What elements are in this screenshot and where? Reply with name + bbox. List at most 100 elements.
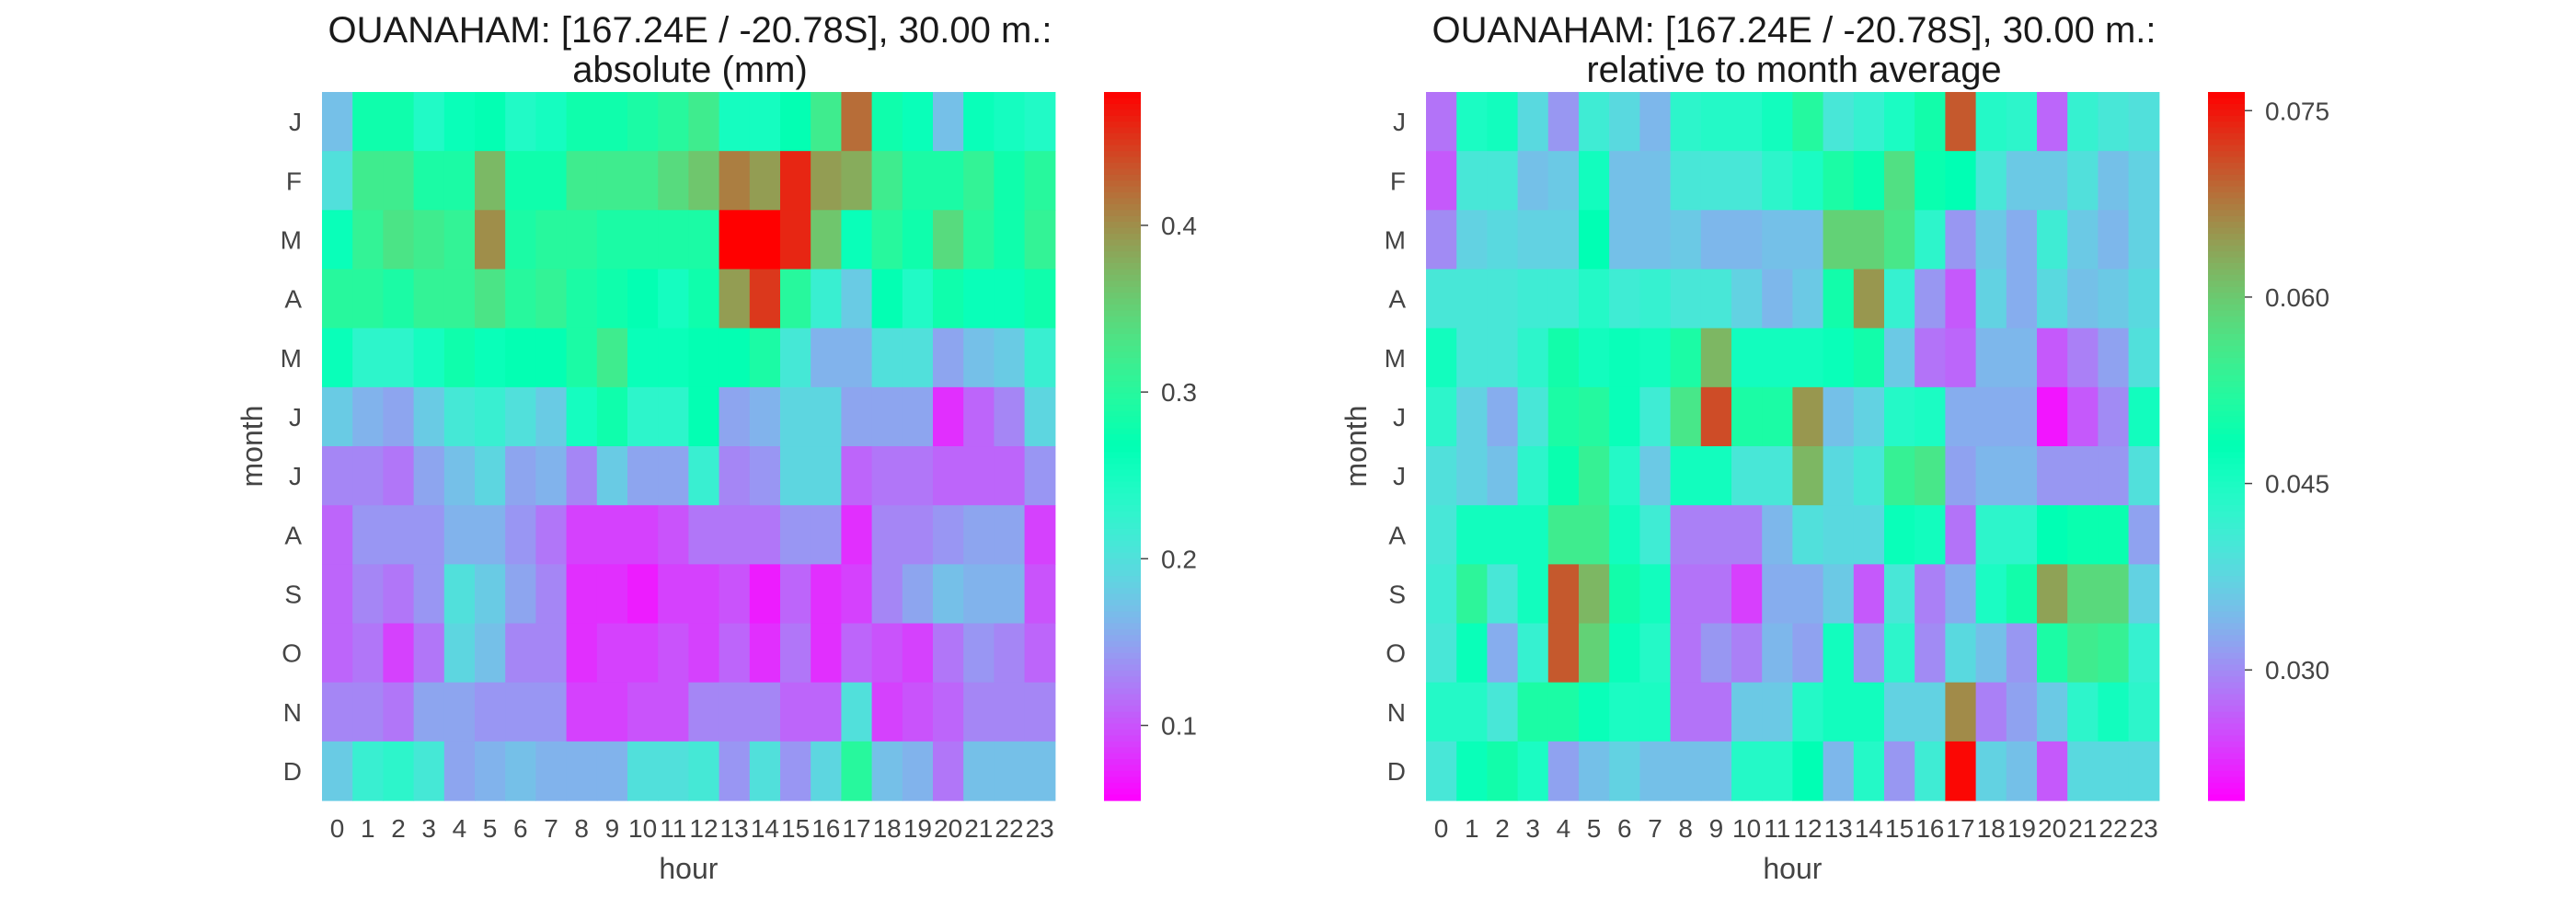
heatmap-cell [627, 682, 659, 742]
colorbar-segment [1104, 464, 1141, 471]
colorbar-segment [2208, 617, 2245, 625]
heatmap-cell [841, 92, 873, 152]
heatmap-cell [1823, 446, 1855, 506]
heatmap-cell [1975, 151, 2007, 211]
heatmap-cell [1517, 741, 1549, 801]
x-tick-label: 17 [842, 814, 870, 843]
heatmap-cell [1547, 682, 1580, 742]
heatmap-cell [1823, 269, 1855, 329]
heatmap-cell [871, 564, 903, 625]
colorbar-segment [2208, 198, 2245, 205]
colorbar-segment [2208, 127, 2245, 134]
heatmap-cell [1456, 151, 1488, 211]
colorbar-segment [2208, 381, 2245, 388]
colorbar-segment [2208, 115, 2245, 122]
colorbar-segment [2208, 659, 2245, 666]
colorbar-segment [2208, 215, 2245, 223]
colorbar-segment [1104, 776, 1141, 784]
heatmap-cell [658, 564, 689, 625]
colorbar-segment [1104, 517, 1141, 524]
colorbar-segment [1104, 405, 1141, 412]
heatmap-cell [2067, 386, 2099, 447]
heatmap-cell [749, 328, 781, 388]
colorbar-segment [2208, 605, 2245, 613]
heatmap-cell [627, 269, 659, 329]
x-tick-label: 13 [1824, 814, 1853, 843]
heatmap-cell [352, 328, 384, 388]
colorbar-segment [1104, 174, 1141, 181]
heatmap-cell [1670, 623, 1702, 684]
colorbar-segment [1104, 747, 1141, 754]
colorbar-segment [1104, 203, 1141, 211]
heatmap-cell [963, 682, 995, 742]
x-tick-label: 14 [1855, 814, 1883, 843]
colorbar-segment [2208, 694, 2245, 701]
heatmap-cell [535, 269, 568, 329]
heatmap-cell [1884, 505, 1915, 565]
heatmap-cell [1823, 92, 1855, 152]
y-tick-label: A [1388, 285, 1406, 314]
colorbar-segment [2208, 139, 2245, 146]
heatmap-cell [749, 386, 781, 447]
colorbar-segment [2208, 457, 2245, 465]
heatmap-cell [1975, 564, 2007, 625]
colorbar-segment [2208, 759, 2245, 766]
heatmap-cell [933, 446, 964, 506]
heatmap-cell [1547, 564, 1580, 625]
colorbar-segment [2208, 192, 2245, 200]
heatmap-cell [811, 210, 842, 270]
colorbar-segment [2208, 251, 2245, 259]
colorbar-segment [2208, 747, 2245, 754]
heatmap-cell [505, 269, 536, 329]
x-tick-label: 6 [1617, 814, 1632, 843]
heatmap-cell [749, 92, 781, 152]
heatmap-cell [933, 328, 964, 388]
heatmap-cell [1792, 328, 1824, 388]
heatmap-cell [383, 92, 415, 152]
colorbar-segment [2208, 298, 2245, 305]
heatmap-cell [811, 741, 842, 801]
heatmap-cell [963, 386, 995, 447]
heatmap-cell [871, 92, 903, 152]
heatmap-cell [1609, 741, 1640, 801]
heatmap-cell [2098, 386, 2130, 447]
heatmap-cell [811, 505, 842, 565]
heatmap-cell [1579, 623, 1610, 684]
colorbar-segment [1104, 386, 1141, 394]
heatmap-cell [1853, 92, 1885, 152]
heatmap-cell [2006, 92, 2038, 152]
heatmap-cell [688, 505, 720, 565]
heatmap-cell [1792, 210, 1824, 270]
heatmap-cell [688, 623, 720, 684]
heatmap-cell [505, 623, 536, 684]
colorbar-segment [2208, 569, 2245, 577]
colorbar-segment [2208, 523, 2245, 530]
x-tick-label: 22 [2099, 814, 2127, 843]
colorbar-segment [1104, 156, 1141, 164]
colorbar-segment [1104, 782, 1141, 789]
heatmap-cell [688, 328, 720, 388]
x-tick-label: 8 [1678, 814, 1693, 843]
colorbar-segment [1104, 552, 1141, 559]
colorbar-segment [1104, 115, 1141, 122]
colorbar-segment [2208, 398, 2245, 406]
heatmap-cell [1547, 210, 1580, 270]
heatmap-cell [2037, 386, 2068, 447]
heatmap-cell [505, 386, 536, 447]
heatmap-cell [902, 386, 934, 447]
heatmap-cell [322, 386, 353, 447]
y-tick-label: D [1387, 757, 1406, 786]
colorbar-segment [2208, 706, 2245, 713]
colorbar-segment [1104, 635, 1141, 642]
heatmap-cell [963, 623, 995, 684]
heatmap-cell [1639, 269, 1672, 329]
x-tick-label: 16 [811, 814, 840, 843]
chart-title-absolute: OUANAHAM: [167.24E / -20.78S], 30.00 m.:… [202, 11, 1178, 90]
y-tick-label: A [284, 285, 302, 314]
x-tick-label: 0 [330, 814, 345, 843]
colorbar-segment [2208, 487, 2245, 494]
heatmap-cell [811, 92, 842, 152]
heatmap-cell [2037, 623, 2068, 684]
colorbar-segment [2208, 109, 2245, 117]
